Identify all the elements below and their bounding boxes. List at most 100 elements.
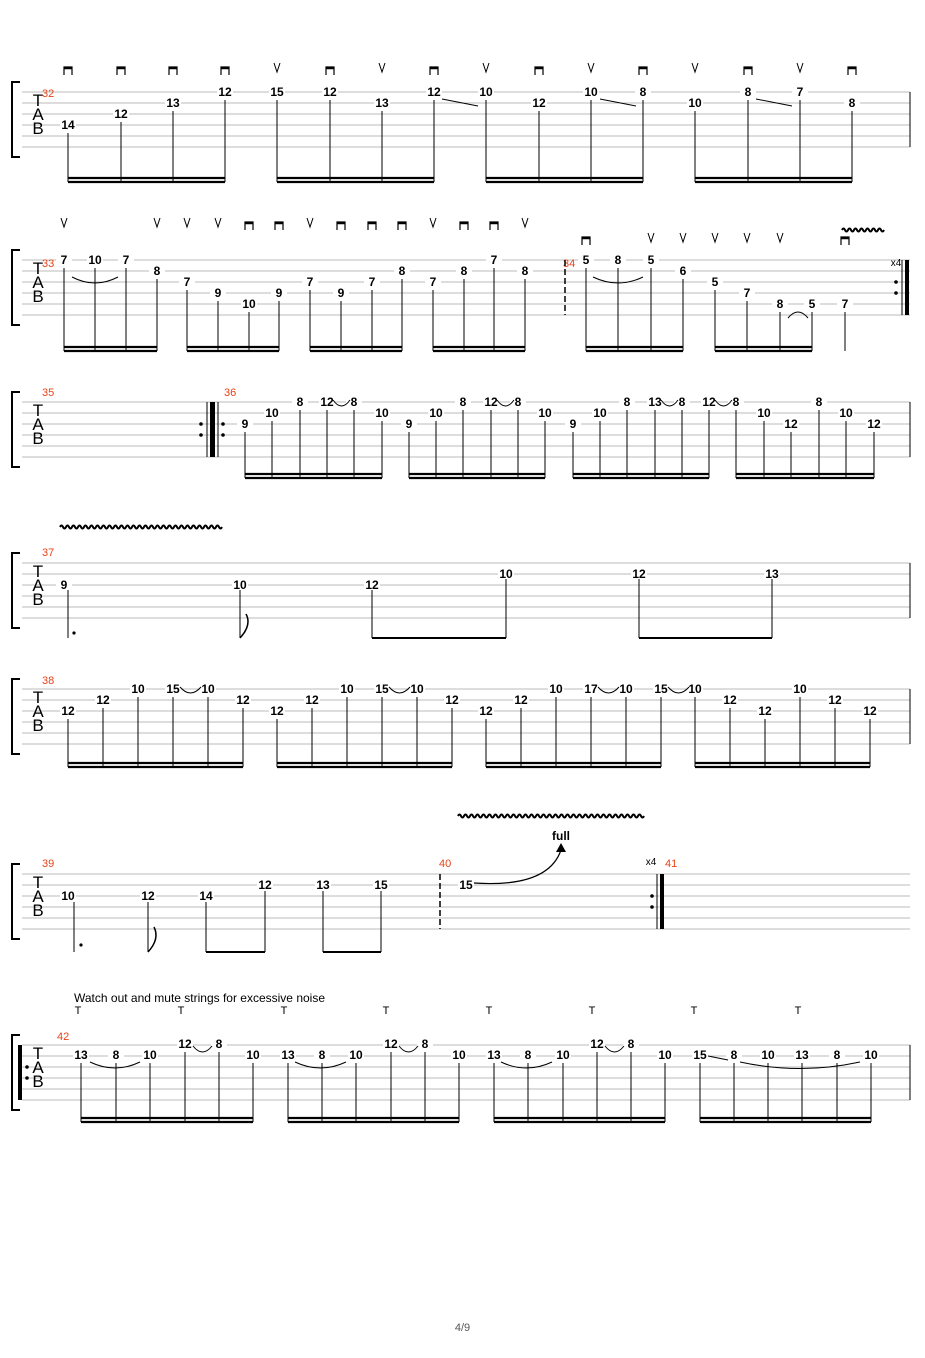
fret-bg [165,683,181,695]
fret-bg [217,86,233,98]
tab-clef-letter: T [33,873,43,892]
repeat-dot [894,291,898,295]
fret-bg [707,276,723,288]
fret-number: 8 [351,395,358,409]
pick-up-icon [679,232,687,244]
fret-number: 10 [584,85,598,99]
fret-bg [314,1049,330,1061]
fret-bg [346,396,362,408]
fret-number: 10 [479,85,493,99]
fret-number: 8 [319,1048,326,1062]
fret-bg [555,1049,571,1061]
fret-bg [210,287,226,299]
fret-bg [701,396,717,408]
tab-staff: TAB [11,1034,910,1111]
fret-bg [142,1049,158,1061]
tap-mark: T [795,1005,802,1017]
repeat-dot [650,894,654,898]
fret-number: 7 [797,85,804,99]
fret-bg [280,1049,296,1061]
fret-bg [232,579,248,591]
slur-arc [660,399,679,407]
pick-up-icon [743,232,751,244]
fret-bg [333,287,349,299]
measure-number: 33 [42,258,54,270]
fret-number: 10 [265,406,279,420]
fret-bg [653,683,669,695]
fret-number: 10 [429,406,443,420]
slide-line [599,98,637,107]
fret-number: 12 [427,85,441,99]
fret-number: 8 [460,395,467,409]
fret-bg [401,418,417,430]
pick-down-icon [459,221,469,230]
bend-label: full [552,829,570,843]
pick-down-icon [336,221,346,230]
fret-number: 8 [399,264,406,278]
fret-bg [513,694,529,706]
fret-number: 8 [422,1037,429,1051]
tab-staff: TAB [11,249,910,326]
fret-bg [772,298,788,310]
fret-number: 13 [316,878,330,892]
fret-number: 10 [242,297,256,311]
fret-bg [764,568,780,580]
pick-up-icon [60,217,68,229]
fret-number: 12 [114,107,128,121]
fret-bg [425,276,441,288]
fret-number: 12 [758,704,772,718]
fret-number: 8 [515,395,522,409]
fret-bg [339,683,355,695]
tab-staff: TAB [11,863,910,940]
fret-number: 12 [532,96,546,110]
fret-bg [675,265,691,277]
tab-clef-letter: A [32,702,44,721]
slur-arc [398,1045,419,1053]
fret-bg [531,97,547,109]
fret-bg [235,694,251,706]
fret-bg [271,287,287,299]
fret-bg [804,298,820,310]
fret-bg [426,86,442,98]
fret-number: 12 [323,85,337,99]
fret-number: 15 [166,682,180,696]
fret-bg [322,86,338,98]
fret-bg [108,1049,124,1061]
fret-number: 12 [479,704,493,718]
fret-number: 15 [374,878,388,892]
fret-number: 14 [61,118,75,132]
fret-number: 13 [166,96,180,110]
slur-arc [667,686,690,694]
fret-bg [726,1049,742,1061]
fret-number: 7 [184,275,191,289]
fret-bg [756,407,772,419]
fret-bg [292,396,308,408]
fret-bg [548,683,564,695]
measure-number: 34 [563,258,575,270]
tab-staff: TAB [11,81,910,158]
fret-bg [811,396,827,408]
fret-number: 7 [369,275,376,289]
fret-bg [348,1049,364,1061]
fret-number: 5 [648,253,655,267]
fret-bg [674,396,690,408]
fret-bg [315,879,331,891]
tab-clef-letter: B [32,590,43,609]
fret-bg [374,683,390,695]
fret-number: 10 [143,1048,157,1062]
fret-bg [269,86,285,98]
fret-bg [149,265,165,277]
fret-number: 10 [410,682,424,696]
tab-clef-letter: T [33,91,43,110]
pick-down-icon [581,236,591,245]
fret-bg [417,1038,433,1050]
fret-number: 8 [522,264,529,278]
eighth-flag [239,613,249,639]
staff-bracket [11,552,20,629]
tab-clef-letter: T [33,259,43,278]
staff-bracket [11,81,20,158]
fret-number: 8 [777,297,784,311]
staff-bracket [11,863,20,940]
fret-number: 7 [307,275,314,289]
fret-number: 8 [624,395,631,409]
